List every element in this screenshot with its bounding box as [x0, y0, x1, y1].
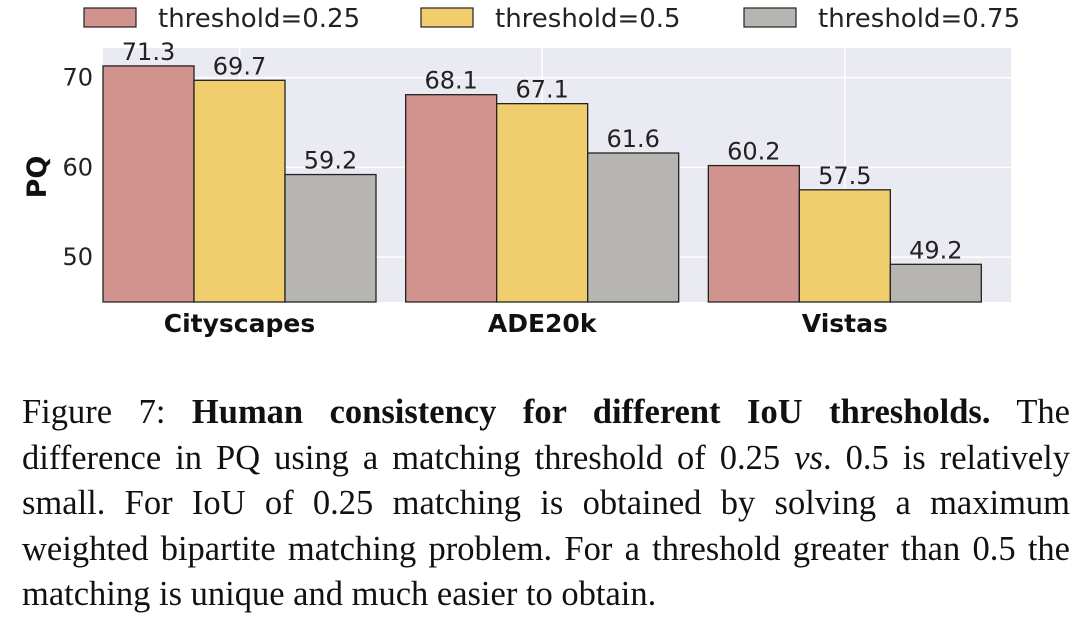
bar: [889, 263, 982, 303]
bar-value-label: 49.2: [909, 236, 962, 264]
bar-value-label: 59.2: [304, 147, 357, 175]
bar: [798, 189, 891, 303]
y-axis-label: PQ: [22, 156, 53, 199]
x-category-label: Vistas: [802, 309, 888, 338]
figure-caption: Figure 7: Human consistency for differen…: [22, 390, 1070, 618]
x-axis-categories: Cityscapes ADE20k Vistas: [164, 309, 888, 338]
caption-text-1: The difference in PQ using a matching th…: [22, 393, 1070, 477]
y-tick-label: 50: [62, 243, 93, 271]
bar-value-label: 60.2: [727, 138, 780, 166]
x-category-label: ADE20k: [488, 309, 598, 338]
bar-value-label: 69.7: [213, 52, 266, 80]
y-axis-ticks: 50 60 70: [62, 64, 93, 272]
caption-emphasis: vs: [794, 438, 823, 477]
legend-swatch: [420, 7, 474, 28]
bar-value-label: 71.3: [122, 38, 175, 66]
bar-value-label: 67.1: [515, 76, 568, 104]
caption-title: Human consistency for different IoU thre…: [191, 393, 991, 431]
legend-swatch: [743, 7, 797, 28]
caption-label: Figure 7:: [22, 393, 166, 431]
bar: [496, 102, 589, 303]
bar-value-label: 61.6: [606, 125, 659, 153]
bar: [707, 164, 800, 303]
bar-series: 71.3 69.7 59.2 68.1 67.1 61.6 60.2 57.5 49.2: [102, 38, 982, 303]
bar-value-label: 57.5: [818, 162, 871, 190]
bar: [193, 79, 286, 303]
y-tick-label: 70: [62, 64, 93, 92]
y-tick-label: 60: [62, 153, 93, 181]
x-category-label: Cityscapes: [164, 309, 315, 338]
legend-swatch: [83, 7, 137, 28]
legend-label: threshold=0.75: [818, 4, 1020, 34]
bar-chart: threshold=0.25 threshold=0.5 threshold=0.7…: [22, 4, 1020, 338]
bar: [405, 94, 498, 303]
legend-label: threshold=0.25: [158, 4, 360, 34]
bar: [587, 152, 680, 303]
caption-text-2: . 0.5 is relatively small. For IoU of 0.…: [22, 438, 1070, 614]
bar: [284, 173, 377, 303]
bar-value-label: 68.1: [424, 67, 477, 95]
legend-label: threshold=0.5: [495, 4, 681, 34]
bar: [102, 65, 195, 303]
legend: threshold=0.25 threshold=0.5 threshold=0.7…: [83, 4, 1020, 34]
